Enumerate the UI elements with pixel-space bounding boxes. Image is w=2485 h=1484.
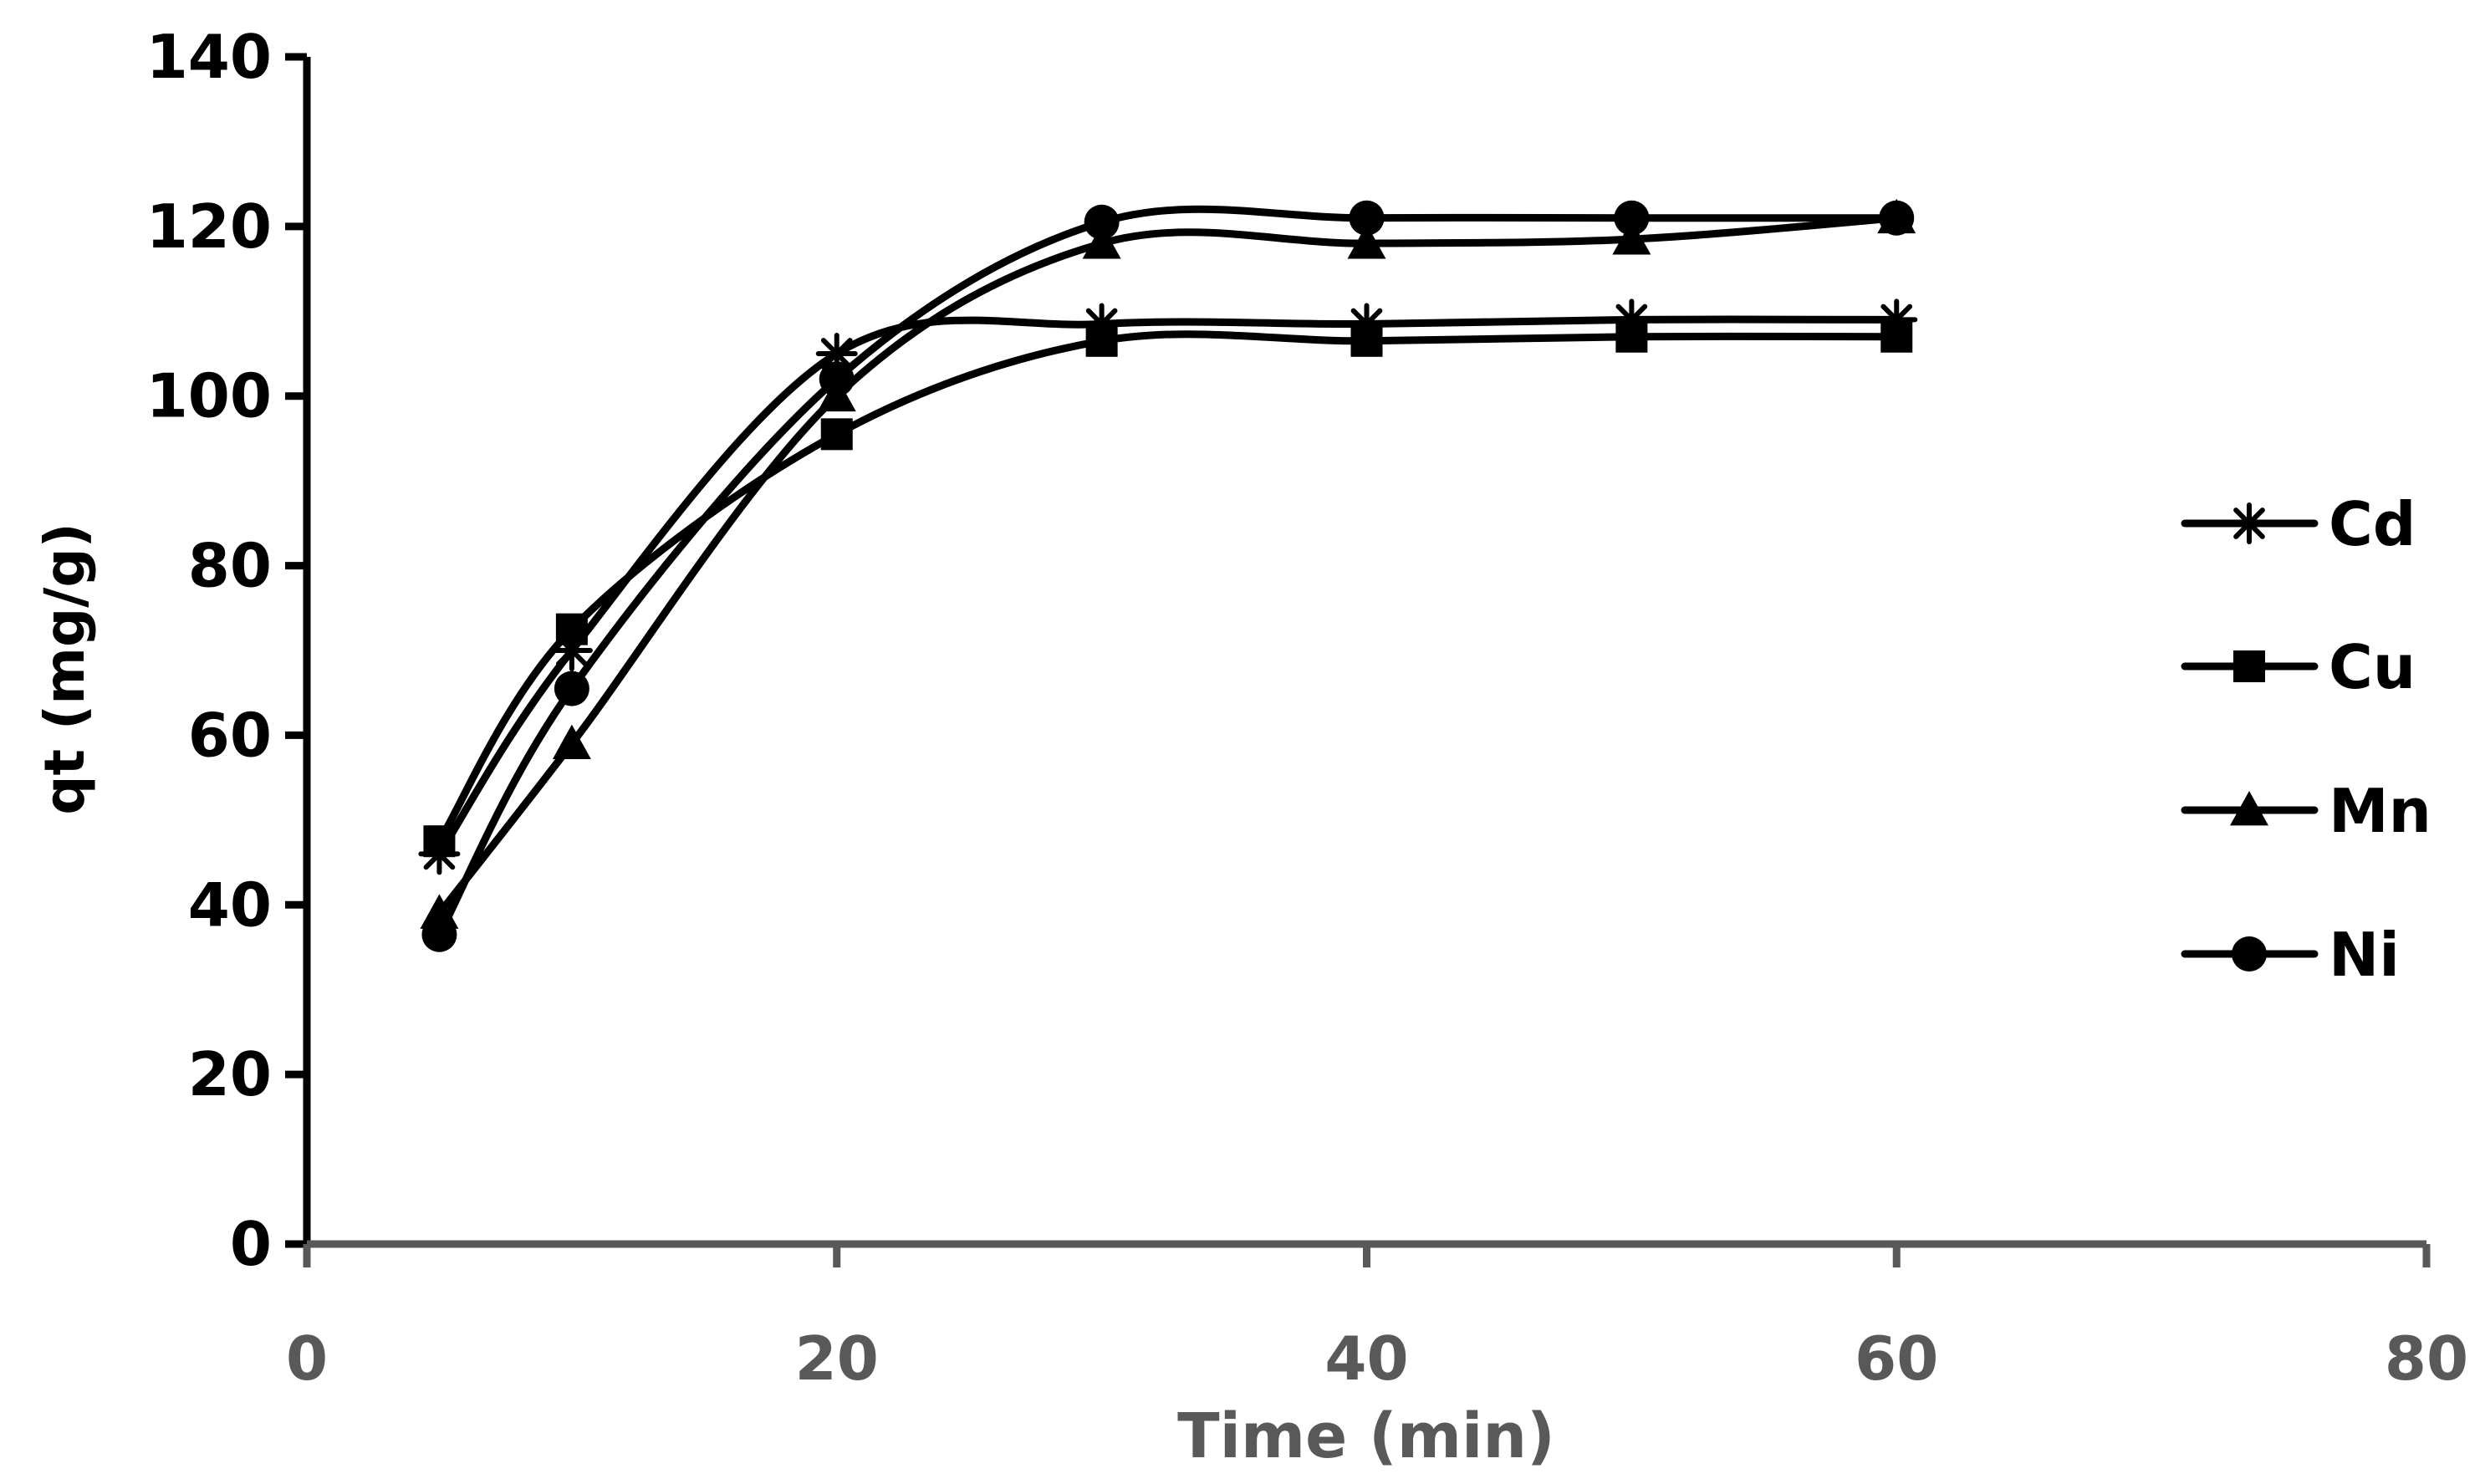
marker-cu <box>1615 320 1648 353</box>
legend-marker-ni <box>2232 936 2267 971</box>
legend: Cd Cu Mn Ni <box>2181 489 2431 990</box>
marker-mn <box>1082 224 1121 259</box>
y-tick-label: 60 <box>188 700 272 770</box>
y-tick-label: 120 <box>146 191 272 262</box>
y-tick-label: 100 <box>146 361 272 431</box>
legend-marker-cu <box>2233 650 2265 682</box>
marker-cu <box>1350 324 1383 357</box>
marker-ni <box>421 916 457 952</box>
legend-marker-mn <box>2230 791 2268 826</box>
x-tick-label: 60 <box>1855 1323 1938 1394</box>
x-tick-label: 40 <box>1324 1323 1408 1394</box>
marker-cu <box>820 418 853 451</box>
marker-mn <box>552 724 591 759</box>
y-tick-label: 20 <box>188 1039 272 1109</box>
marker-mn <box>1612 220 1651 255</box>
marker-cu <box>423 825 456 858</box>
y-tick-label: 0 <box>230 1209 272 1279</box>
marker-ni <box>1879 200 1915 236</box>
y-axis-title: qt (mg/g) <box>33 523 97 814</box>
marker-ni <box>819 361 855 397</box>
series-line-cu <box>435 330 1901 845</box>
marker-ni <box>1084 204 1120 240</box>
legend-label-cu: Cu <box>2329 632 2416 702</box>
x-tick-label: 80 <box>2385 1323 2468 1394</box>
series-line-cd <box>435 315 1901 858</box>
y-tick-label: 140 <box>146 22 272 92</box>
legend-label-cd: Cd <box>2329 489 2416 559</box>
legend-label-mn: Mn <box>2329 776 2431 846</box>
x-tick-label: 20 <box>795 1323 879 1394</box>
x-tick-label: 0 <box>286 1323 328 1394</box>
legend-marker-cd <box>2228 502 2270 544</box>
marker-cu <box>555 613 588 645</box>
y-axis-ticks: 0 20 40 60 80 100 120 140 <box>146 22 307 1279</box>
x-axis-title: Time (min) <box>1177 1400 1555 1472</box>
marker-cu <box>1880 320 1913 353</box>
series-group <box>418 198 1918 952</box>
marker-ni <box>1349 200 1385 236</box>
y-tick-label: 40 <box>188 869 272 940</box>
marker-ni <box>1614 200 1650 236</box>
legend-label-ni: Ni <box>2329 920 2400 990</box>
marker-cu <box>1085 324 1118 357</box>
marker-ni <box>554 671 589 706</box>
x-axis-ticks: 0 20 40 60 80 <box>286 1244 2468 1394</box>
y-tick-label: 80 <box>188 531 272 601</box>
marker-mn <box>1347 224 1386 259</box>
